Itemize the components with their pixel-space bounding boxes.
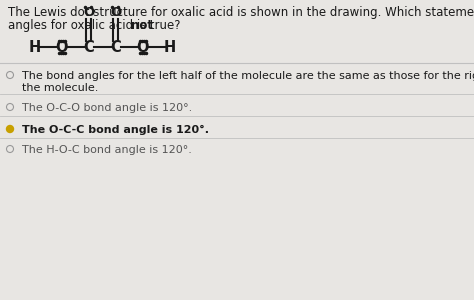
- Text: O: O: [110, 7, 122, 20]
- Text: H: H: [29, 40, 41, 55]
- Text: C: C: [110, 40, 121, 55]
- Text: not: not: [131, 19, 154, 32]
- Text: angles for oxalic acid is: angles for oxalic acid is: [8, 19, 150, 32]
- Text: O: O: [83, 7, 95, 20]
- Text: O: O: [56, 40, 68, 55]
- Circle shape: [9, 128, 11, 130]
- Text: The Lewis dot structure for oxalic acid is shown in the drawing. Which statement: The Lewis dot structure for oxalic acid …: [8, 6, 474, 19]
- Text: true?: true?: [146, 19, 181, 32]
- Circle shape: [7, 125, 13, 133]
- Text: O: O: [137, 40, 149, 55]
- Text: The H-O-C bond angle is 120°.: The H-O-C bond angle is 120°.: [22, 145, 192, 155]
- Text: The O-C-O bond angle is 120°.: The O-C-O bond angle is 120°.: [22, 103, 192, 113]
- Text: H: H: [164, 40, 176, 55]
- Text: The bond angles for the left half of the molecule are the same as those for the : The bond angles for the left half of the…: [22, 71, 474, 93]
- Text: The O-C-C bond angle is 120°.: The O-C-C bond angle is 120°.: [22, 125, 209, 135]
- Text: C: C: [83, 40, 94, 55]
